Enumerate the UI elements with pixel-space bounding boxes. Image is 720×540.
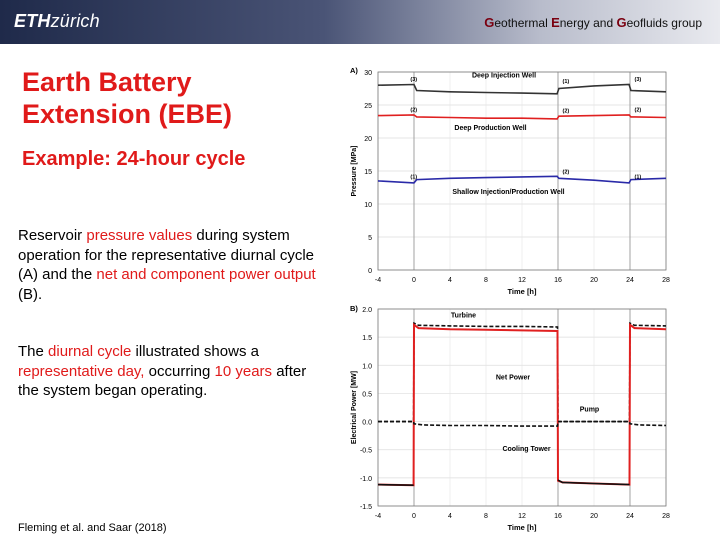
x-tick-label: 12 bbox=[518, 277, 526, 284]
panel-label: B) bbox=[350, 304, 358, 313]
series-line-cooling-tower bbox=[377, 479, 630, 486]
header-bar: ETHzürich Geothermal Energy and Geofluid… bbox=[0, 0, 720, 44]
series-label: Deep Injection Well bbox=[472, 72, 536, 79]
y-axis-label: Electrical Power [MW] bbox=[351, 371, 358, 444]
y-tick-label: 0 bbox=[368, 268, 372, 275]
body-text: Reservoir bbox=[18, 227, 87, 244]
well-marker: (3) bbox=[410, 77, 417, 83]
series-label: Turbine bbox=[451, 312, 476, 319]
body-text: (B). bbox=[18, 285, 43, 303]
y-tick-label: 2.0 bbox=[362, 307, 372, 314]
body-text: after the system began operating. bbox=[18, 362, 307, 400]
body-text: occurring bbox=[144, 362, 215, 380]
x-tick-label: -4 bbox=[375, 277, 381, 284]
highlight-text: 10 years bbox=[214, 362, 273, 380]
group-name-part: G bbox=[484, 15, 495, 30]
x-tick-label: 0 bbox=[412, 277, 416, 284]
well-marker: (2) bbox=[635, 108, 642, 114]
series-label: Shallow Injection/Production Well bbox=[452, 189, 564, 196]
series-line-net-power bbox=[377, 322, 667, 487]
y-tick-label: 20 bbox=[364, 136, 372, 143]
series-label: Pump bbox=[580, 406, 599, 413]
group-name-part: G bbox=[616, 15, 627, 30]
y-tick-label: -0.5 bbox=[360, 448, 372, 455]
body-text: illustrated shows a bbox=[131, 343, 259, 360]
highlight-text: representative day, bbox=[18, 362, 145, 380]
well-marker: (1) bbox=[563, 79, 570, 85]
plot-frame bbox=[377, 71, 667, 271]
panel-label: A) bbox=[350, 66, 358, 75]
group-name-part: nergy and bbox=[559, 16, 617, 30]
highlight-text: net and component power output bbox=[96, 266, 316, 283]
y-axis-label: Pressure [MPa] bbox=[351, 146, 358, 197]
series-line-deep-production-well bbox=[377, 114, 667, 120]
body-text: during system operation for the represen… bbox=[18, 227, 315, 283]
highlight-text: diurnal cycle bbox=[48, 343, 132, 360]
paragraph-diurnal-cycle: The diurnal cycle illustrated shows a re… bbox=[18, 342, 318, 401]
x-axis-label: Time [h] bbox=[507, 287, 537, 296]
well-marker: (1) bbox=[410, 174, 417, 180]
group-name: Geothermal Energy and Geofluids group bbox=[484, 15, 702, 30]
series-line-pump bbox=[378, 420, 667, 427]
series-label: Net Power bbox=[496, 374, 531, 381]
x-tick-label: 4 bbox=[448, 513, 452, 520]
y-tick-label: 1.5 bbox=[362, 335, 372, 342]
series-line-turbine bbox=[378, 321, 667, 423]
well-marker: (3) bbox=[635, 77, 642, 83]
logo-bold: ETH bbox=[14, 11, 51, 31]
body-text: The bbox=[18, 343, 49, 360]
series-line-shallow-injection-production-well bbox=[377, 175, 667, 184]
x-tick-label: 20 bbox=[590, 513, 598, 520]
group-name-part: eofluids bbox=[626, 16, 668, 30]
logo-rest: zürich bbox=[50, 11, 100, 31]
x-tick-label: 24 bbox=[626, 513, 634, 520]
slide-title: Earth Battery Extension (EBE) bbox=[22, 67, 233, 129]
group-name-part: group bbox=[667, 16, 702, 30]
group-name-part: E bbox=[551, 15, 560, 30]
x-tick-label: 12 bbox=[518, 513, 526, 520]
y-tick-label: 1.0 bbox=[362, 363, 372, 370]
x-tick-label: 16 bbox=[554, 513, 562, 520]
y-tick-label: 15 bbox=[364, 169, 372, 176]
series-label: Cooling Tower bbox=[502, 446, 550, 453]
well-marker: (1) bbox=[635, 174, 642, 180]
x-axis-label: Time [h] bbox=[507, 523, 537, 532]
y-tick-label: 0.0 bbox=[362, 420, 372, 427]
y-tick-label: 30 bbox=[364, 70, 372, 77]
x-tick-label: 20 bbox=[590, 277, 598, 284]
x-tick-label: 24 bbox=[626, 277, 634, 284]
well-marker: (2) bbox=[563, 170, 570, 176]
x-tick-label: 8 bbox=[484, 277, 488, 284]
x-tick-label: 8 bbox=[484, 513, 488, 520]
x-tick-label: 16 bbox=[554, 277, 562, 284]
eth-zurich-logo: ETHzürich bbox=[14, 11, 100, 32]
slide-subtitle: Example: 24-hour cycle bbox=[22, 148, 246, 170]
y-tick-label: -1.0 bbox=[360, 476, 372, 483]
citation: Fleming et al. and Saar (2018) bbox=[18, 522, 167, 534]
y-tick-label: 0.5 bbox=[362, 391, 372, 398]
group-name-part: eothermal bbox=[494, 16, 552, 30]
x-tick-label: 4 bbox=[448, 277, 452, 284]
well-marker: (2) bbox=[563, 108, 570, 114]
y-tick-label: 5 bbox=[368, 235, 372, 242]
y-tick-label: -1.5 bbox=[360, 504, 372, 511]
x-tick-label: 28 bbox=[662, 513, 670, 520]
plot-frame bbox=[377, 308, 667, 507]
highlight-text: pressure values bbox=[86, 227, 193, 244]
y-tick-label: 10 bbox=[364, 202, 372, 209]
series-label: Deep Production Well bbox=[454, 125, 526, 132]
x-tick-label: 0 bbox=[412, 513, 416, 520]
x-tick-label: -4 bbox=[375, 513, 381, 520]
well-marker: (2) bbox=[410, 108, 417, 114]
y-tick-label: 25 bbox=[364, 103, 372, 110]
series-line-deep-injection-well bbox=[377, 83, 667, 95]
x-tick-label: 28 bbox=[662, 277, 670, 284]
paragraph-pressure: Reservoir pressure values during system … bbox=[18, 226, 318, 304]
